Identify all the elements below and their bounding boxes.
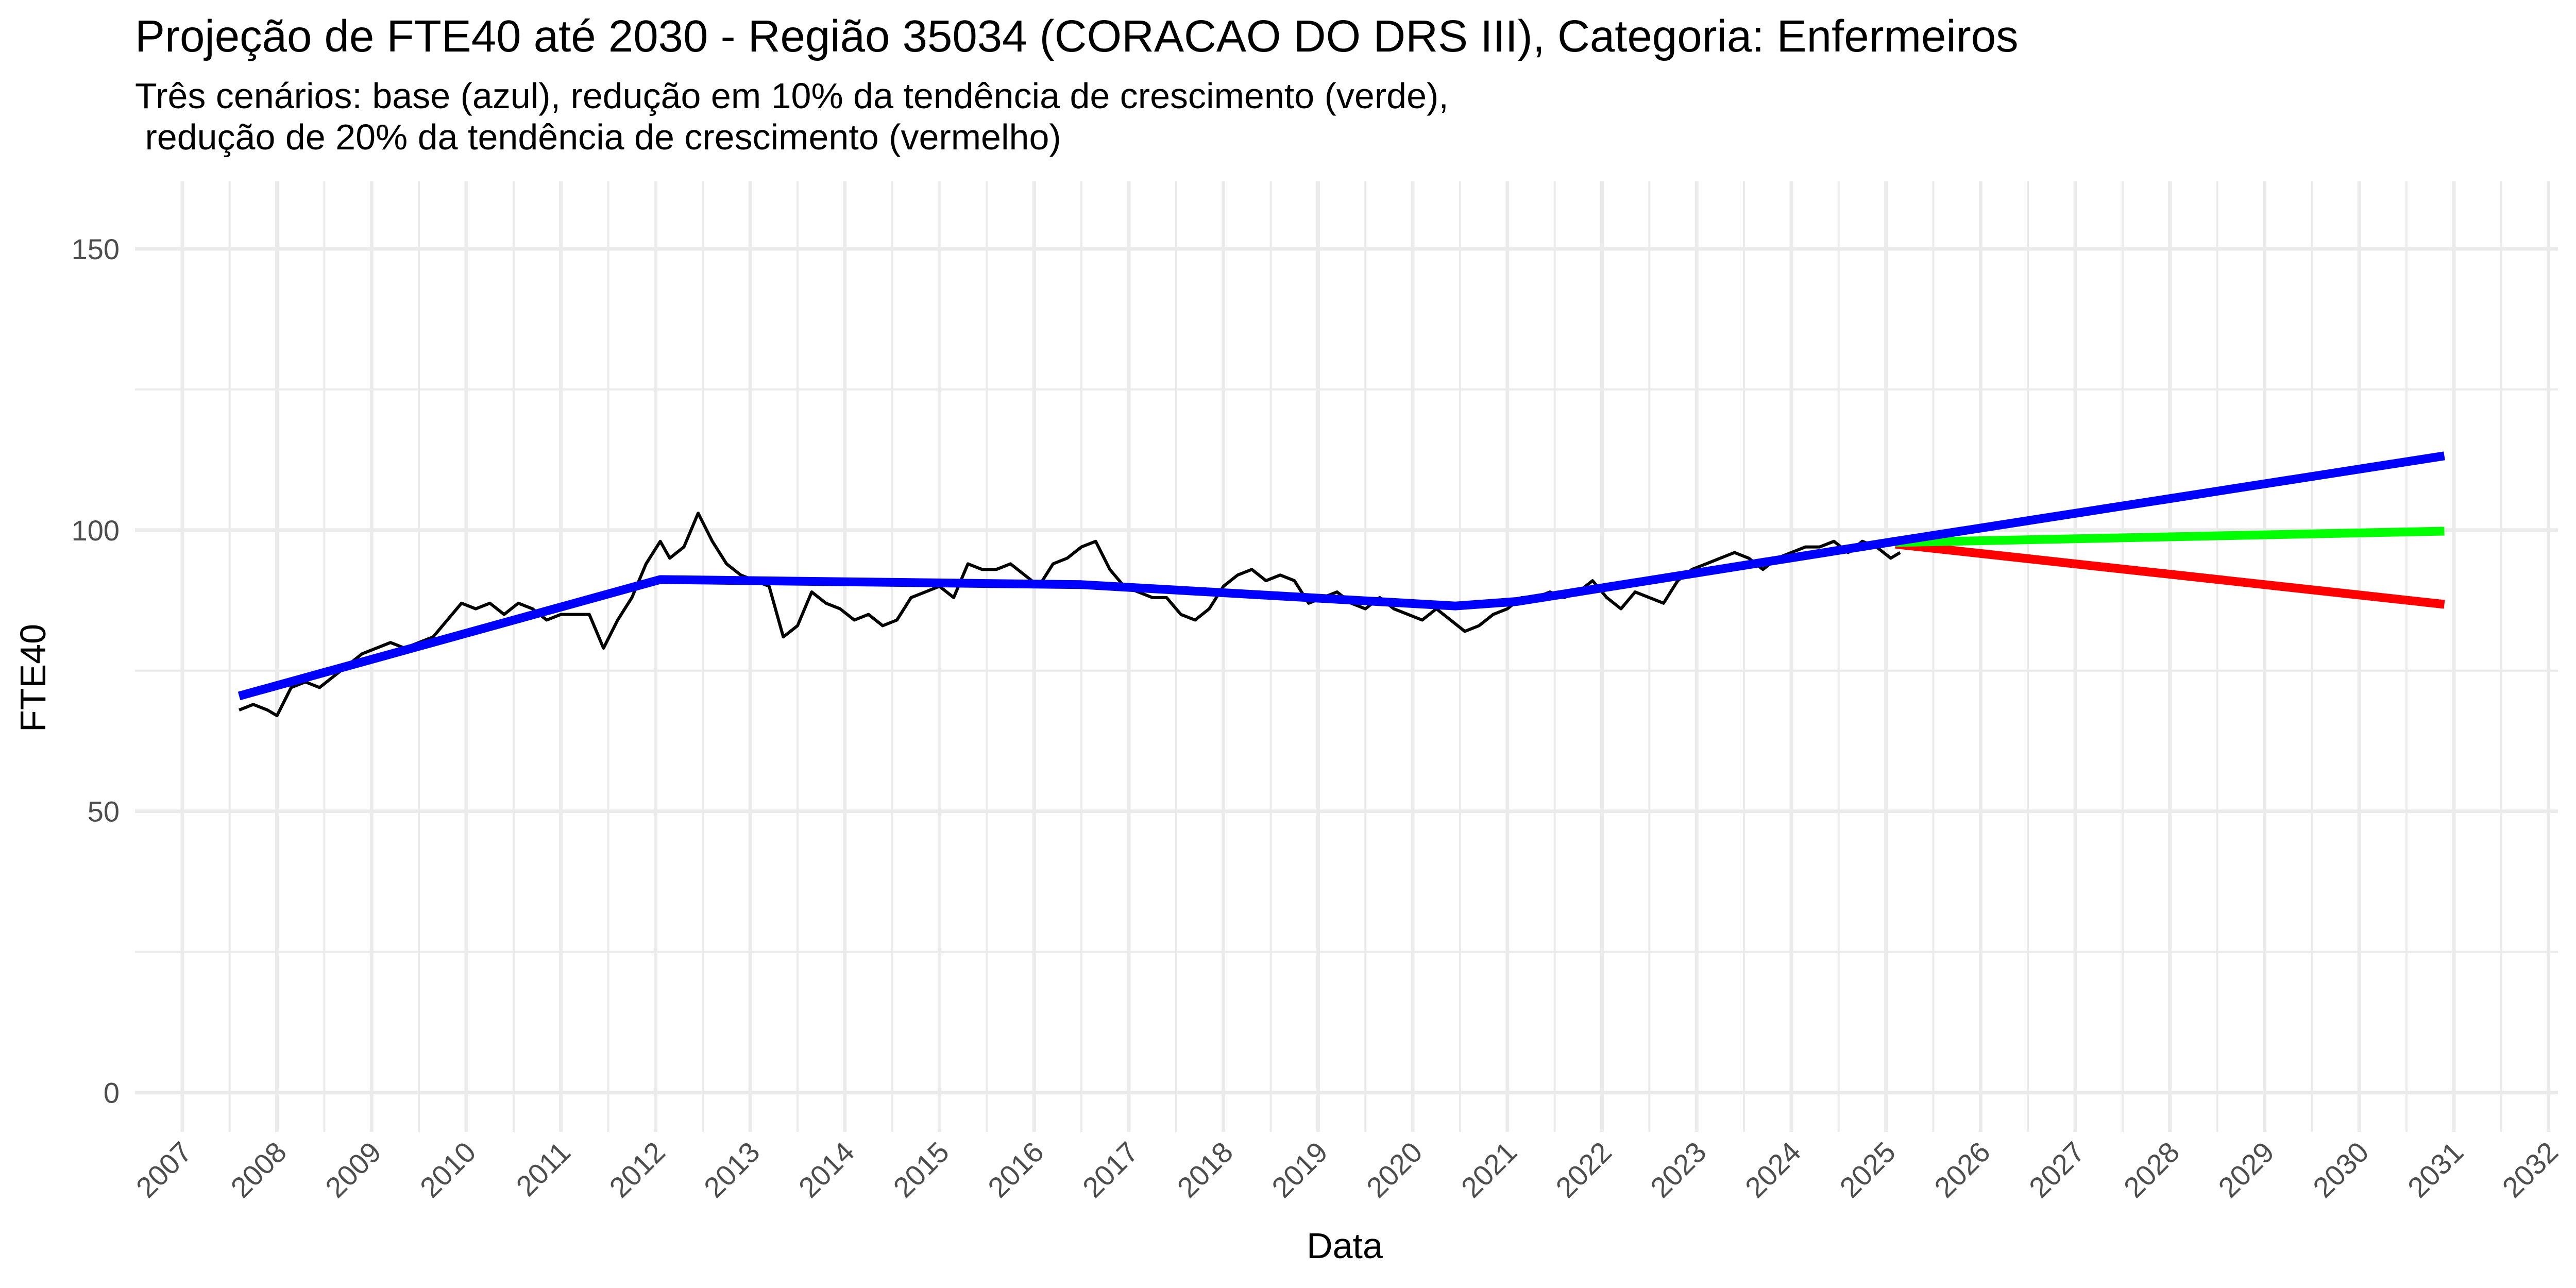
x-axis-title: Data <box>1307 1226 1383 1266</box>
series-line-2 <box>1895 527 2445 547</box>
y-axis-tick-labels: 0 50 100 150 <box>72 233 120 1109</box>
series-line-1 <box>1895 539 2445 609</box>
y-tick-label: 50 <box>88 795 120 828</box>
y-tick-label: 150 <box>72 233 120 265</box>
series-line-0 <box>238 512 1901 718</box>
chart-subtitle-line-1: Três cenários: base (azul), redução em 1… <box>135 76 1449 116</box>
chart-title: Projeção de FTE40 até 2030 - Região 3503… <box>135 11 2019 61</box>
minor-gridlines <box>135 181 2558 1132</box>
y-tick-label: 0 <box>104 1077 120 1109</box>
chart-subtitle-line-2: redução de 20% da tendência de crescimen… <box>135 117 1061 157</box>
major-gridlines <box>135 181 2558 1132</box>
series-lines <box>238 451 2445 718</box>
y-axis-title: FTE40 <box>13 624 53 732</box>
series-line-3 <box>238 451 2445 701</box>
y-tick-label: 100 <box>72 514 120 547</box>
